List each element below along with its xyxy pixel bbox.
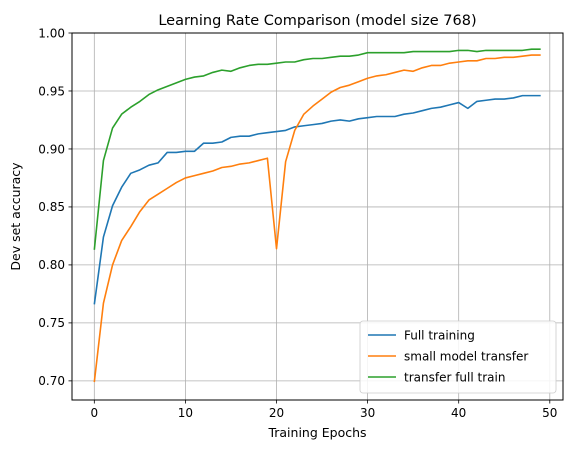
- x-tick-label: 40: [451, 406, 466, 420]
- x-tick-label: 0: [90, 406, 98, 420]
- x-tick-label: 20: [269, 406, 284, 420]
- y-tick-label: 0.90: [38, 142, 65, 156]
- x-tick-label: 50: [542, 406, 557, 420]
- y-tick-label: 0.85: [38, 200, 65, 214]
- grid: [72, 32, 563, 400]
- x-axis-label: Training Epochs: [267, 425, 366, 440]
- y-axis-ticks: 0.70 0.75 0.80 0.85 0.90 0.95 1.00: [38, 26, 72, 388]
- y-tick-label: 1.00: [38, 26, 65, 40]
- x-tick-label: 10: [178, 406, 193, 420]
- y-tick-label: 0.75: [38, 316, 65, 330]
- x-axis-ticks: 0 10 20 30 40 50: [90, 400, 557, 420]
- legend-label: transfer full train: [404, 370, 505, 384]
- series-line-2: [93, 54, 541, 383]
- legend-label: Full training: [404, 328, 475, 342]
- chart-title: Learning Rate Comparison (model size 768…: [158, 13, 476, 29]
- series-line-1: [93, 94, 541, 305]
- legend-box: [359, 320, 557, 394]
- series-line-3: [93, 48, 541, 250]
- y-tick-label: 0.95: [38, 84, 65, 98]
- legend-label: small model transfer: [404, 349, 528, 363]
- y-tick-label: 0.80: [38, 258, 65, 272]
- y-axis-label: Dev set accuracy: [8, 162, 23, 271]
- legend: Full training small model transfer transfe…: [359, 320, 557, 394]
- series-lines: [93, 48, 541, 383]
- y-tick-label: 0.70: [38, 374, 65, 388]
- plot-frame: [71, 32, 564, 401]
- x-tick-label: 30: [360, 406, 375, 420]
